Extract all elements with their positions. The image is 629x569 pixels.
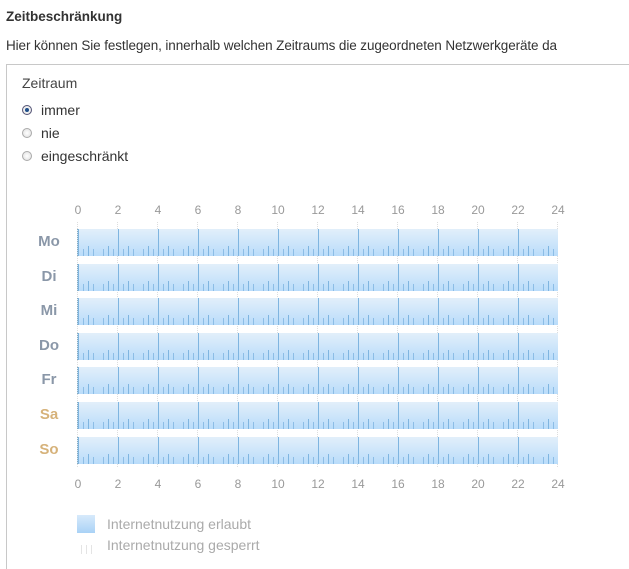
hour-tick-label: 20	[471, 477, 485, 491]
legend-blocked: Internetnutzung gesperrt	[77, 536, 260, 554]
hour-tick-label: 8	[234, 203, 242, 217]
day-schedule-bar-Do[interactable]	[77, 332, 558, 360]
hour-ticks	[78, 419, 558, 429]
hour-tick-label: 14	[351, 477, 365, 491]
day-label-Do: Do	[39, 336, 59, 354]
hour-tick-label: 10	[271, 477, 285, 491]
radio-icon[interactable]	[22, 151, 32, 161]
hour-tick-label: 14	[351, 203, 365, 217]
legend-allowed-label: Internetnutzung erlaubt	[107, 516, 251, 532]
blocked-swatch	[77, 536, 95, 554]
hour-tick-label: 22	[511, 203, 525, 217]
hour-tick-label: 6	[194, 203, 202, 217]
hour-ticks	[78, 315, 558, 326]
day-schedule-bar-So[interactable]	[77, 436, 558, 464]
hour-tick-label: 12	[311, 477, 325, 491]
hour-tick-label: 8	[234, 477, 242, 491]
hour-tick-label: 18	[431, 477, 445, 491]
day-schedule-bar-Mo[interactable]	[77, 229, 558, 256]
legend-allowed: Internetnutzung erlaubt	[77, 515, 251, 533]
section-description: Hier können Sie festlegen, innerhalb wel…	[6, 38, 557, 53]
day-schedule-bar-Di[interactable]	[77, 263, 558, 291]
radio-label: immer	[41, 102, 80, 118]
radio-immer[interactable]: immer	[22, 102, 80, 118]
hour-ticks	[78, 280, 558, 291]
radio-eingeschränkt[interactable]: eingeschränkt	[22, 148, 128, 164]
hour-tick-label: 18	[431, 203, 445, 217]
day-schedule-bar-Mi[interactable]	[77, 298, 558, 326]
day-schedule-bar-Sa[interactable]	[77, 402, 558, 429]
radio-label: eingeschränkt	[41, 148, 129, 164]
day-label-Mo: Mo	[38, 233, 60, 250]
legend-blocked-label: Internetnutzung gesperrt	[107, 537, 260, 553]
allowed-swatch	[77, 515, 95, 533]
hour-tick-label: 0	[74, 203, 82, 217]
hour-tick-label: 24	[551, 203, 565, 217]
hour-tick-label: 20	[471, 203, 485, 217]
hour-tick-label: 4	[154, 203, 162, 217]
period-fieldset	[6, 64, 629, 569]
hour-tick-label: 6	[194, 477, 202, 491]
hour-ticks	[78, 246, 558, 256]
radio-label: nie	[41, 125, 60, 141]
day-label-Di: Di	[41, 267, 57, 285]
section-title: Zeitbeschränkung	[6, 9, 123, 24]
hour-ticks	[78, 349, 558, 360]
hour-axis-top: 0 2 4 6 8 10 12 14 16 18 20 22 24	[0, 203, 600, 217]
radio-icon[interactable]	[22, 105, 32, 115]
hour-ticks	[78, 453, 558, 464]
hour-tick-label: 24	[551, 477, 565, 491]
period-label: Zeitraum	[22, 75, 78, 91]
hour-tick-label: 2	[114, 203, 122, 217]
hour-tick-label: 12	[311, 203, 325, 217]
hour-tick-label: 10	[271, 203, 285, 217]
radio-icon[interactable]	[22, 128, 32, 138]
day-label-Fr: Fr	[41, 371, 57, 389]
day-schedule-bar-Fr[interactable]	[77, 367, 558, 395]
hour-ticks	[78, 384, 558, 395]
hour-tick-label: 2	[114, 477, 122, 491]
hour-tick-label: 4	[154, 477, 162, 491]
radio-nie[interactable]: nie	[22, 125, 60, 141]
hour-tick-label: 16	[391, 477, 405, 491]
hour-axis-bottom: 0 2 4 6 8 10 12 14 16 18 20 22 24	[0, 477, 600, 491]
hour-tick-label: 16	[391, 203, 405, 217]
hour-tick-label: 0	[74, 477, 82, 491]
hour-tick-label: 22	[511, 477, 525, 491]
day-label-So: So	[39, 440, 59, 458]
day-label-Sa: Sa	[39, 406, 59, 423]
day-label-Mi: Mi	[40, 302, 58, 320]
